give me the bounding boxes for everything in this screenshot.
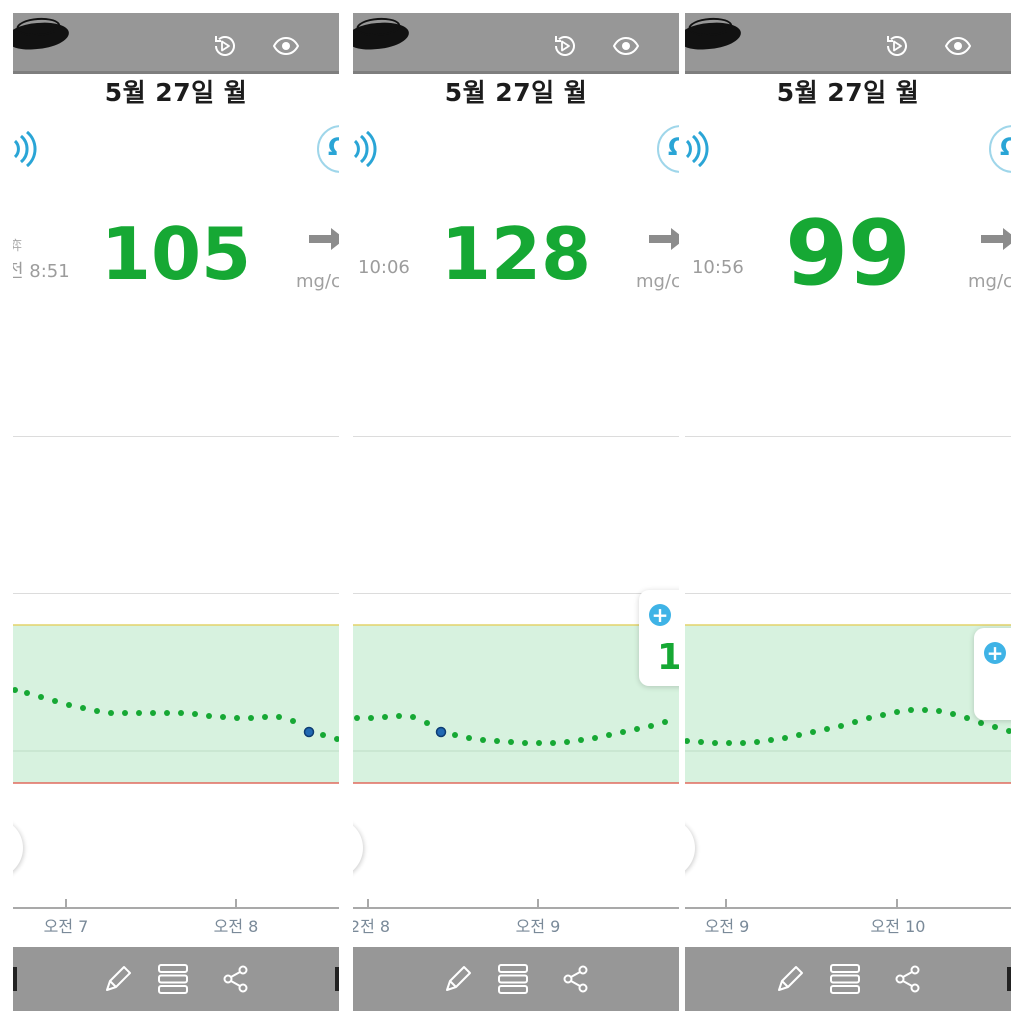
- chart-gridline: [353, 436, 679, 437]
- axis-tick: [65, 899, 67, 909]
- bell-icon[interactable]: Ω: [317, 125, 339, 173]
- unit-label: mg/c: [296, 271, 339, 292]
- date-header: 5월 27일 월: [444, 78, 588, 107]
- bottom-toolbar: [13, 947, 339, 1011]
- list-icon[interactable]: [830, 963, 860, 995]
- pencil-icon[interactable]: [103, 963, 133, 995]
- glucose-reading: 99: [785, 201, 911, 306]
- bell-icon[interactable]: Ω: [657, 125, 679, 173]
- target-range-band: [353, 625, 679, 783]
- glucose-reading: 105: [100, 212, 252, 296]
- glucose-trend-chart: [353, 624, 679, 784]
- date-header: 5월 27일 월: [776, 78, 920, 107]
- bell-icon[interactable]: Ω: [989, 125, 1011, 173]
- edge-marker: [335, 967, 339, 991]
- chart-gridline: [685, 436, 1011, 437]
- axis-tick: [725, 899, 727, 909]
- eye-icon[interactable]: [273, 33, 299, 59]
- share-icon[interactable]: [561, 963, 591, 995]
- list-icon[interactable]: [158, 963, 188, 995]
- redaction-scribble: [685, 20, 742, 52]
- reading-time: 10:06: [358, 257, 410, 278]
- axis-tick: [896, 899, 898, 909]
- eye-icon[interactable]: [945, 33, 971, 59]
- reading-time: 전 8:51: [13, 261, 70, 282]
- eye-icon[interactable]: [613, 33, 639, 59]
- axis-tick-label: 오전 7: [43, 917, 89, 936]
- edge-marker: [13, 967, 17, 991]
- signal-icon[interactable]: [685, 131, 709, 167]
- chart-gridline: [353, 593, 679, 594]
- chart-gridline: [13, 436, 339, 437]
- top-toolbar: [13, 13, 339, 74]
- glucose-reading: 128: [440, 212, 592, 296]
- axis-tick: [537, 899, 539, 909]
- replay-icon[interactable]: [212, 33, 238, 59]
- date-header: 5월 27일 월: [104, 78, 248, 107]
- arrow-right-icon: [649, 228, 679, 250]
- axis-tick-label: 오전 8: [213, 917, 259, 936]
- axis-tick: [367, 899, 369, 909]
- screen-panel-1: 5월 27일 월 Ω 弈 전 8:51 105 mg/c 오전 7: [13, 13, 339, 1011]
- unit-label: mg/c: [636, 271, 679, 292]
- target-range-band: [685, 625, 1011, 783]
- bottom-toolbar: [353, 947, 679, 1011]
- selected-reading-marker[interactable]: [303, 726, 315, 738]
- target-range-band: [13, 625, 339, 783]
- time-axis: [685, 907, 1011, 909]
- screen-panel-2: 5월 27일 월 Ω 10:06 128 mg/c + 1: [353, 13, 679, 1011]
- list-icon[interactable]: [498, 963, 528, 995]
- axis-tick-label: 오전 9: [704, 917, 750, 936]
- selected-reading-marker[interactable]: [435, 726, 447, 738]
- previous-label: 弈: [13, 239, 23, 254]
- reading-dots: [685, 707, 1011, 746]
- scroll-handle[interactable]: [353, 818, 363, 878]
- pencil-icon[interactable]: [443, 963, 473, 995]
- unit-label: mg/c: [968, 271, 1011, 292]
- share-icon[interactable]: [893, 963, 923, 995]
- arrow-right-icon: [981, 228, 1011, 250]
- time-axis: [353, 907, 679, 909]
- top-toolbar: [353, 13, 679, 74]
- card-value: 1: [657, 637, 679, 678]
- top-toolbar: [685, 13, 1011, 74]
- bottom-toolbar: [685, 947, 1011, 1011]
- replay-icon[interactable]: [552, 33, 578, 59]
- reading-dots: [354, 713, 668, 746]
- glucose-trend-chart: [13, 624, 339, 784]
- redaction-scribble: [13, 20, 70, 52]
- edge-marker: [1007, 967, 1011, 991]
- axis-tick: [235, 899, 237, 909]
- scroll-handle[interactable]: [685, 818, 695, 878]
- scroll-handle[interactable]: [13, 818, 23, 878]
- redaction-scribble: [353, 20, 410, 52]
- axis-tick-label: 오전 10: [870, 917, 926, 936]
- axis-tick-label: 오전 9: [515, 917, 561, 936]
- chart-gridline: [685, 593, 1011, 594]
- glucose-trend-chart: [685, 624, 1011, 784]
- reading-time: ! 10:56: [685, 257, 744, 278]
- share-icon[interactable]: [221, 963, 251, 995]
- replay-icon[interactable]: [884, 33, 910, 59]
- plus-icon[interactable]: +: [649, 604, 671, 626]
- add-entry-card[interactable]: +: [974, 628, 1011, 720]
- plus-icon[interactable]: +: [984, 642, 1006, 664]
- chart-gridline: [13, 593, 339, 594]
- axis-tick-label: 2전 8: [353, 917, 391, 936]
- reading-dots: [13, 687, 339, 742]
- add-entry-card[interactable]: + 1: [639, 590, 679, 686]
- arrow-right-icon: [309, 228, 339, 250]
- signal-icon[interactable]: [353, 131, 377, 167]
- time-axis: [13, 907, 339, 909]
- pencil-icon[interactable]: [775, 963, 805, 995]
- signal-icon[interactable]: [13, 131, 37, 167]
- screen-panel-3: 5월 27일 월 Ω ! 10:56 99 mg/c +: [685, 13, 1011, 1011]
